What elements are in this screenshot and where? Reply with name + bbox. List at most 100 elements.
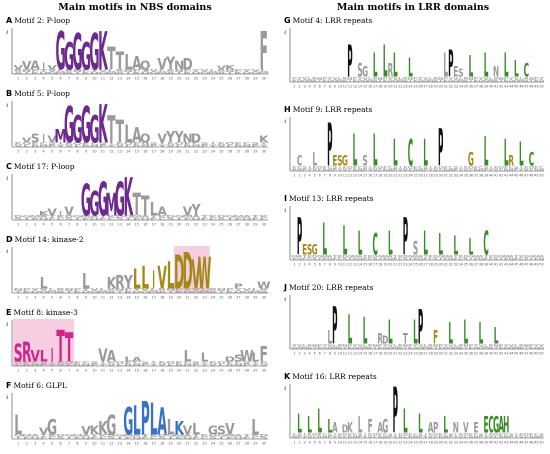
logo-filler-letter: G (242, 290, 252, 294)
position-tick-label: 23 (403, 85, 407, 89)
logo-filler-letter: D (503, 346, 509, 350)
logo-filler-letter: L (159, 69, 166, 73)
position-tick-label: 14 (126, 296, 130, 300)
logo-letter: P (297, 207, 302, 266)
logo-filler-letter: K (124, 290, 134, 294)
position-tick-label: 49 (534, 85, 538, 89)
logo-filler-letter: R (322, 168, 328, 172)
logo-filler-letter: P (251, 144, 259, 148)
logo-filler-letter: P (479, 435, 484, 439)
logo-filler-letter: S (393, 166, 398, 170)
position-tick-label: 48 (529, 263, 533, 267)
logo-filler-letter: D (433, 255, 439, 259)
logo-filler-letter: A (217, 71, 227, 75)
position-tick-label: 8 (329, 441, 331, 445)
logo-filler-letter: Y (106, 144, 117, 148)
logo-filler-letter: N (234, 363, 244, 367)
position-tick-label: 23 (202, 223, 206, 227)
position-tick-label: 2 (298, 85, 300, 89)
logo-letter: W (240, 348, 254, 366)
position-tick-label: 45 (514, 85, 518, 89)
logo-filler-letter: Q (115, 361, 125, 365)
position-tick-label: 45 (514, 441, 518, 445)
logo-filler-letter: T (393, 255, 398, 259)
logo-filler-letter: A (494, 79, 500, 83)
logo-filler-letter: T (243, 434, 251, 438)
logo-letter: K (90, 423, 100, 437)
logo-filler-letter: F (243, 436, 251, 440)
sequence-logo: 4ARV1TNV2KPA3DYI4GVV5MLG6ARG7TNG8KPG9DYG… (6, 26, 269, 81)
logo-filler-letter: V (209, 363, 219, 367)
position-tick-label: 18 (378, 352, 382, 356)
logo-filler-letter: Q (524, 433, 530, 437)
logo-filler-letter: L (469, 168, 474, 172)
logo-filler-letter: K (534, 79, 540, 83)
logo-filler-letter: E (338, 433, 343, 437)
position-tick-label: 50 (539, 352, 543, 356)
position-tick-label: 4 (43, 296, 45, 300)
sequence-logo: 4TN1KP2DY3GVL4ML5AR6TN7KP8DYL9GV10ML11AR… (6, 245, 270, 299)
logo-filler-letter: Y (361, 435, 367, 439)
position-tick-label: 21 (185, 150, 189, 154)
logo-letter: I (51, 345, 54, 366)
logo-letter: L (373, 46, 378, 85)
logo-letter: L (141, 259, 149, 296)
position-tick-label: 22 (398, 174, 402, 178)
position-tick-label: 16 (368, 263, 372, 267)
position-tick-label: 3 (34, 442, 36, 446)
position-tick-label: 16 (143, 442, 147, 446)
logo-letter: V (22, 59, 32, 72)
position-tick-label: 49 (534, 174, 538, 178)
logo-filler-letter: C (234, 361, 242, 365)
logo-filler-letter: Y (30, 288, 41, 292)
position-tick-label: 16 (143, 223, 147, 227)
position-tick-label: 47 (524, 85, 528, 89)
position-tick-label: 16 (143, 369, 147, 373)
logo-filler-letter: M (291, 255, 298, 259)
logo-filler-letter: T (74, 71, 82, 75)
position-tick-label: 5 (314, 85, 316, 89)
position-tick-label: 22 (194, 77, 198, 81)
position-tick-label: 38 (479, 441, 483, 445)
logo-filler-letter: L (74, 144, 81, 148)
logo-letter: P (347, 38, 352, 88)
logo-filler-letter: Y (538, 77, 544, 81)
logo-filler-letter: G (478, 346, 483, 350)
logo-filler-letter: N (132, 363, 142, 367)
panel-letter: H (284, 105, 291, 114)
panel-title: Motif 14: kinase-2 (14, 235, 84, 244)
logo-filler-letter: T (99, 215, 107, 219)
logo-letter: A (157, 399, 167, 443)
position-tick-label: 2 (298, 352, 300, 356)
logo-filler-letter: K (259, 215, 269, 219)
position-tick-label: 36 (469, 441, 473, 445)
position-tick-label: 18 (378, 85, 382, 89)
position-tick-label: 10 (338, 352, 342, 356)
position-tick-label: 25 (219, 77, 223, 81)
logo-filler-letter: Q (372, 433, 378, 437)
logo-filler-letter: G (251, 71, 261, 75)
logo-filler-letter: Q (317, 166, 323, 170)
position-tick-label: 11 (101, 442, 105, 446)
logo-filler-letter: N (524, 344, 530, 348)
position-tick-label: 6 (319, 263, 321, 267)
logo-filler-letter: S (418, 433, 423, 437)
logo-letter: P (433, 419, 438, 437)
logo-filler-letter: L (464, 435, 469, 439)
logo-filler-letter: Y (508, 77, 514, 81)
logo-filler-letter: M (80, 215, 91, 219)
logo-filler-letter: V (297, 344, 303, 348)
logo-letter: L (469, 234, 474, 259)
logo-filler-letter: Y (306, 168, 312, 172)
logo-filler-letter: G (124, 215, 134, 219)
logo-filler-letter: G (423, 79, 428, 83)
logo-filler-letter: P (348, 344, 353, 348)
position-tick-label: 33 (454, 263, 458, 267)
logo-filler-letter: Y (148, 363, 159, 367)
position-tick-label: 7 (324, 85, 326, 89)
position-tick-label: 14 (358, 263, 362, 267)
logo-letter: L (423, 134, 428, 176)
logo-filler-letter: Y (392, 435, 398, 439)
